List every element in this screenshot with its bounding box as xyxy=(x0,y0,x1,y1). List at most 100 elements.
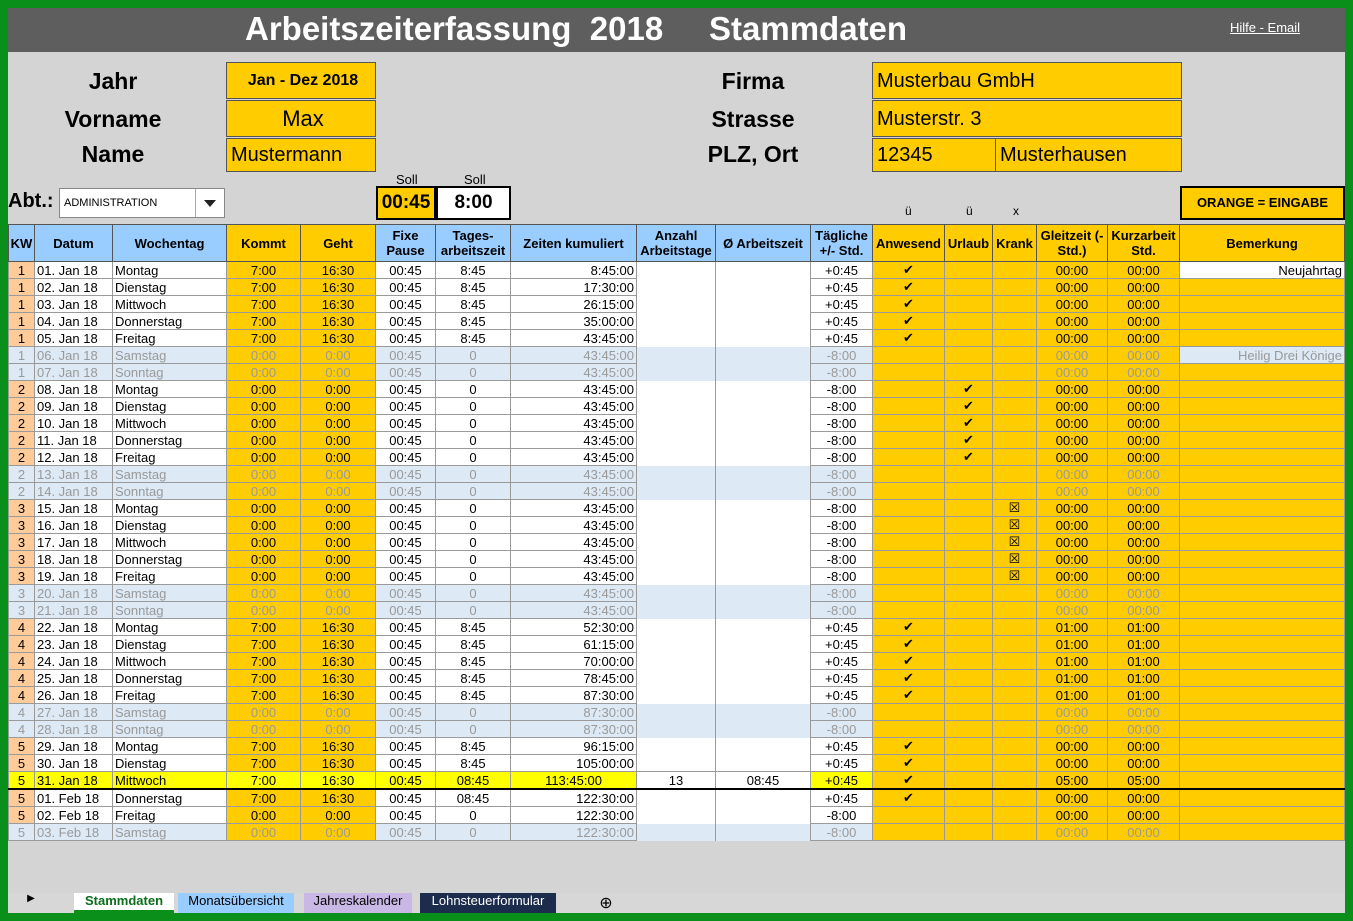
kommt-cell[interactable]: 7:00 xyxy=(226,618,301,636)
kurzarbeit-cell[interactable]: 00:00 xyxy=(1107,278,1180,296)
kurzarbeit-cell[interactable]: 00:00 xyxy=(1107,737,1180,755)
tab-lohnsteuerformular[interactable]: Lohnsteuerformular xyxy=(420,893,556,913)
geht-cell[interactable]: 0:00 xyxy=(300,720,376,738)
gleitzeit-cell[interactable]: 00:00 xyxy=(1036,533,1108,551)
urlaub-cell[interactable] xyxy=(944,261,993,279)
urlaub-cell[interactable] xyxy=(944,737,993,755)
kommt-cell[interactable]: 0:00 xyxy=(226,806,301,824)
tab-jahreskalender[interactable]: Jahreskalender xyxy=(304,893,412,913)
geht-cell[interactable]: 16:30 xyxy=(300,618,376,636)
gleitzeit-cell[interactable]: 00:00 xyxy=(1036,550,1108,568)
kurzarbeit-cell[interactable]: 00:00 xyxy=(1107,516,1180,534)
anwesend-cell[interactable] xyxy=(872,567,945,585)
urlaub-cell[interactable] xyxy=(944,823,993,841)
kommt-cell[interactable]: 0:00 xyxy=(226,720,301,738)
kurzarbeit-cell[interactable]: 01:00 xyxy=(1107,652,1180,670)
bemerkung-cell[interactable] xyxy=(1179,295,1345,313)
urlaub-cell[interactable] xyxy=(944,771,993,790)
anwesend-cell[interactable] xyxy=(872,414,945,432)
anwesend-cell[interactable] xyxy=(872,448,945,466)
bemerkung-cell[interactable] xyxy=(1179,823,1345,841)
anwesend-cell[interactable] xyxy=(872,499,945,517)
krank-cell[interactable] xyxy=(992,346,1037,364)
jahr-field[interactable]: Jan - Dez 2018 xyxy=(226,62,376,99)
bemerkung-cell[interactable] xyxy=(1179,669,1345,687)
kurzarbeit-cell[interactable]: 00:00 xyxy=(1107,788,1180,807)
geht-cell[interactable]: 0:00 xyxy=(300,346,376,364)
anwesend-cell[interactable]: ✔ xyxy=(872,754,945,772)
bemerkung-cell[interactable] xyxy=(1179,448,1345,466)
bemerkung-cell[interactable] xyxy=(1179,771,1345,790)
bemerkung-cell[interactable] xyxy=(1179,278,1345,296)
gleitzeit-cell[interactable]: 00:00 xyxy=(1036,720,1108,738)
plz-field[interactable]: 12345 xyxy=(872,138,996,172)
name-field[interactable]: Mustermann xyxy=(226,138,376,172)
help-email-link[interactable]: Hilfe - Email xyxy=(1230,20,1301,35)
urlaub-cell[interactable]: ✔ xyxy=(944,414,993,432)
krank-cell[interactable] xyxy=(992,329,1037,347)
kurzarbeit-cell[interactable]: 00:00 xyxy=(1107,312,1180,330)
gleitzeit-cell[interactable]: 00:00 xyxy=(1036,261,1108,279)
kommt-cell[interactable]: 0:00 xyxy=(226,431,301,449)
kurzarbeit-cell[interactable]: 00:00 xyxy=(1107,482,1180,500)
kurzarbeit-cell[interactable]: 00:00 xyxy=(1107,431,1180,449)
vorname-field[interactable]: Max xyxy=(226,100,376,137)
kommt-cell[interactable]: 7:00 xyxy=(226,686,301,704)
geht-cell[interactable]: 0:00 xyxy=(300,601,376,619)
ort-field[interactable]: Musterhausen xyxy=(995,138,1182,172)
bemerkung-cell[interactable] xyxy=(1179,431,1345,449)
gleitzeit-cell[interactable]: 00:00 xyxy=(1036,806,1108,824)
urlaub-cell[interactable] xyxy=(944,329,993,347)
anwesend-cell[interactable]: ✔ xyxy=(872,278,945,296)
kurzarbeit-cell[interactable]: 00:00 xyxy=(1107,295,1180,313)
soll-arbeitszeit-field[interactable]: 8:00 xyxy=(436,186,511,220)
krank-cell[interactable] xyxy=(992,363,1037,381)
kommt-cell[interactable]: 7:00 xyxy=(226,737,301,755)
bemerkung-cell[interactable] xyxy=(1179,312,1345,330)
kurzarbeit-cell[interactable]: 00:00 xyxy=(1107,261,1180,279)
geht-cell[interactable]: 0:00 xyxy=(300,516,376,534)
gleitzeit-cell[interactable]: 00:00 xyxy=(1036,414,1108,432)
krank-cell[interactable] xyxy=(992,448,1037,466)
strasse-field[interactable]: Musterstr. 3 xyxy=(872,100,1182,137)
krank-cell[interactable] xyxy=(992,669,1037,687)
add-sheet-icon[interactable]: ⊕ xyxy=(599,895,613,912)
geht-cell[interactable]: 0:00 xyxy=(300,823,376,841)
krank-cell[interactable] xyxy=(992,295,1037,313)
bemerkung-cell[interactable] xyxy=(1179,363,1345,381)
kommt-cell[interactable]: 0:00 xyxy=(226,414,301,432)
anwesend-cell[interactable] xyxy=(872,550,945,568)
kurzarbeit-cell[interactable]: 00:00 xyxy=(1107,397,1180,415)
anwesend-cell[interactable] xyxy=(872,703,945,721)
urlaub-cell[interactable] xyxy=(944,652,993,670)
krank-cell[interactable]: ☒ xyxy=(992,550,1037,568)
kurzarbeit-cell[interactable]: 00:00 xyxy=(1107,754,1180,772)
kurzarbeit-cell[interactable]: 00:00 xyxy=(1107,465,1180,483)
kommt-cell[interactable]: 7:00 xyxy=(226,754,301,772)
geht-cell[interactable]: 16:30 xyxy=(300,737,376,755)
geht-cell[interactable]: 16:30 xyxy=(300,669,376,687)
gleitzeit-cell[interactable]: 00:00 xyxy=(1036,601,1108,619)
anwesend-cell[interactable] xyxy=(872,380,945,398)
kurzarbeit-cell[interactable]: 01:00 xyxy=(1107,669,1180,687)
krank-cell[interactable] xyxy=(992,686,1037,704)
krank-cell[interactable] xyxy=(992,635,1037,653)
bemerkung-cell[interactable] xyxy=(1179,686,1345,704)
anwesend-cell[interactable] xyxy=(872,363,945,381)
geht-cell[interactable]: 16:30 xyxy=(300,635,376,653)
kommt-cell[interactable]: 0:00 xyxy=(226,380,301,398)
urlaub-cell[interactable] xyxy=(944,499,993,517)
gleitzeit-cell[interactable]: 00:00 xyxy=(1036,737,1108,755)
kommt-cell[interactable]: 0:00 xyxy=(226,567,301,585)
anwesend-cell[interactable]: ✔ xyxy=(872,686,945,704)
anwesend-cell[interactable] xyxy=(872,720,945,738)
kommt-cell[interactable]: 7:00 xyxy=(226,329,301,347)
geht-cell[interactable]: 16:30 xyxy=(300,261,376,279)
gleitzeit-cell[interactable]: 00:00 xyxy=(1036,703,1108,721)
anwesend-cell[interactable]: ✔ xyxy=(872,261,945,279)
geht-cell[interactable]: 0:00 xyxy=(300,499,376,517)
kurzarbeit-cell[interactable]: 00:00 xyxy=(1107,363,1180,381)
urlaub-cell[interactable] xyxy=(944,635,993,653)
gleitzeit-cell[interactable]: 00:00 xyxy=(1036,788,1108,807)
krank-cell[interactable] xyxy=(992,482,1037,500)
